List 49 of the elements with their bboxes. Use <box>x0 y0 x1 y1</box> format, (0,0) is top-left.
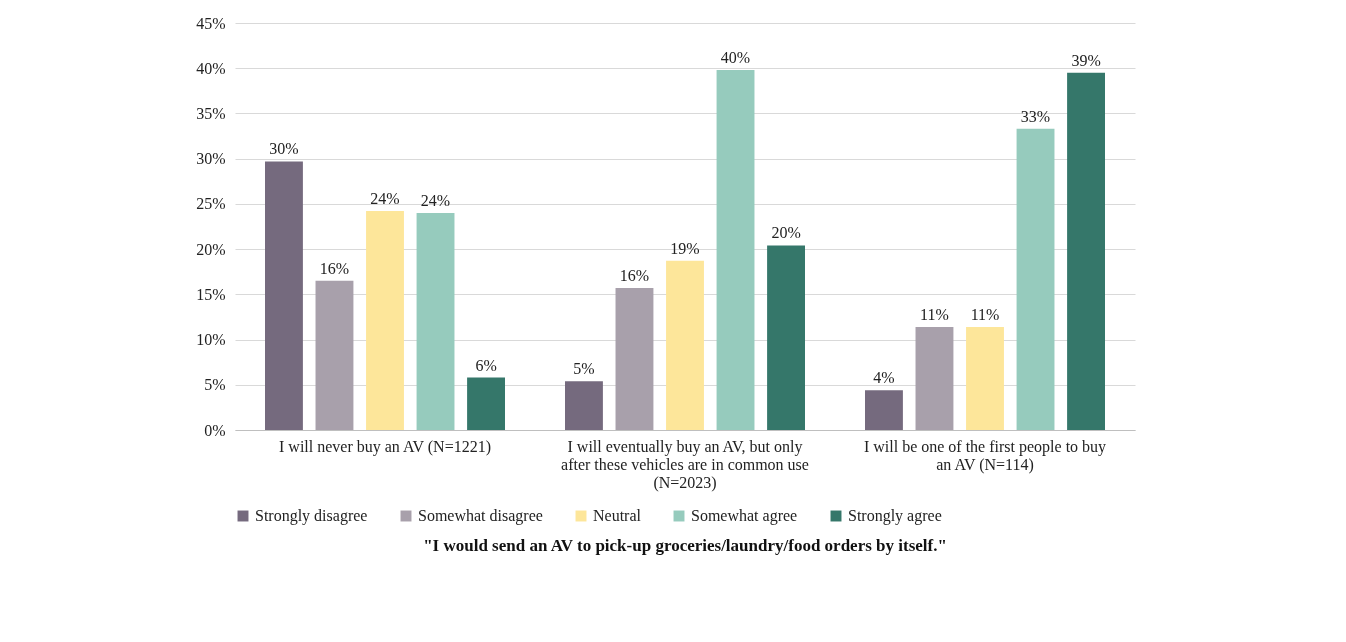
bar <box>265 161 303 430</box>
bar <box>966 326 1004 430</box>
legend-label: Strongly agree <box>848 507 942 525</box>
data-label: 19% <box>670 239 700 257</box>
bar <box>1067 72 1105 430</box>
bar <box>767 245 805 430</box>
bar <box>416 212 455 430</box>
bar <box>366 211 404 430</box>
y-tick-label: 45% <box>196 14 226 32</box>
bar <box>615 288 654 430</box>
data-label: 24% <box>370 190 400 208</box>
bar <box>565 381 603 430</box>
bar <box>315 280 354 430</box>
data-label: 4% <box>873 369 895 387</box>
data-label: 40% <box>720 49 751 67</box>
bar <box>1016 128 1055 430</box>
x-tick-label: I will eventually buy an AV, but only after these vehicles are in common use (N=2023) <box>561 437 809 492</box>
y-tick-label: 5% <box>204 376 226 394</box>
data-label: 16% <box>619 267 650 284</box>
bar <box>915 326 954 430</box>
legend-label: Neutral <box>593 507 642 524</box>
bar <box>666 260 704 430</box>
data-label: 30% <box>269 140 299 158</box>
legend-label: Strongly disagree <box>255 507 368 525</box>
data-label: 6% <box>475 356 497 374</box>
y-tick-label: 25% <box>196 195 226 213</box>
y-tick-label: 35% <box>196 104 226 122</box>
x-tick-label: I will be one of the first people to buy an AV (N=114) <box>863 437 1107 474</box>
data-label: 33% <box>1020 107 1051 125</box>
bar <box>865 390 903 430</box>
x-tick-label: I will never buy an AV (N=1221) <box>279 437 491 456</box>
y-tick-label: 30% <box>196 150 226 168</box>
bar <box>467 377 505 430</box>
data-label: 11% <box>970 305 1000 323</box>
data-label: 20% <box>771 224 801 242</box>
legend-label: Somewhat disagree <box>418 507 543 525</box>
data-label: 11% <box>920 305 949 323</box>
data-label: 24% <box>420 191 451 209</box>
data-label: 5% <box>573 360 595 378</box>
y-tick-label: 10% <box>196 331 226 349</box>
text: "I would send an AV to pick-up groceries/laundry/food orders by itself." <box>423 536 947 555</box>
data-label: 16% <box>319 259 350 277</box>
y-tick-label: 15% <box>196 285 226 303</box>
bar <box>716 70 755 430</box>
y-tick-label: 20% <box>196 240 226 258</box>
legend-label: Somewhat agree <box>691 507 798 525</box>
y-tick-label: 40% <box>196 59 226 77</box>
y-tick-label: 0% <box>204 421 226 439</box>
data-label: 39% <box>1071 51 1101 69</box>
